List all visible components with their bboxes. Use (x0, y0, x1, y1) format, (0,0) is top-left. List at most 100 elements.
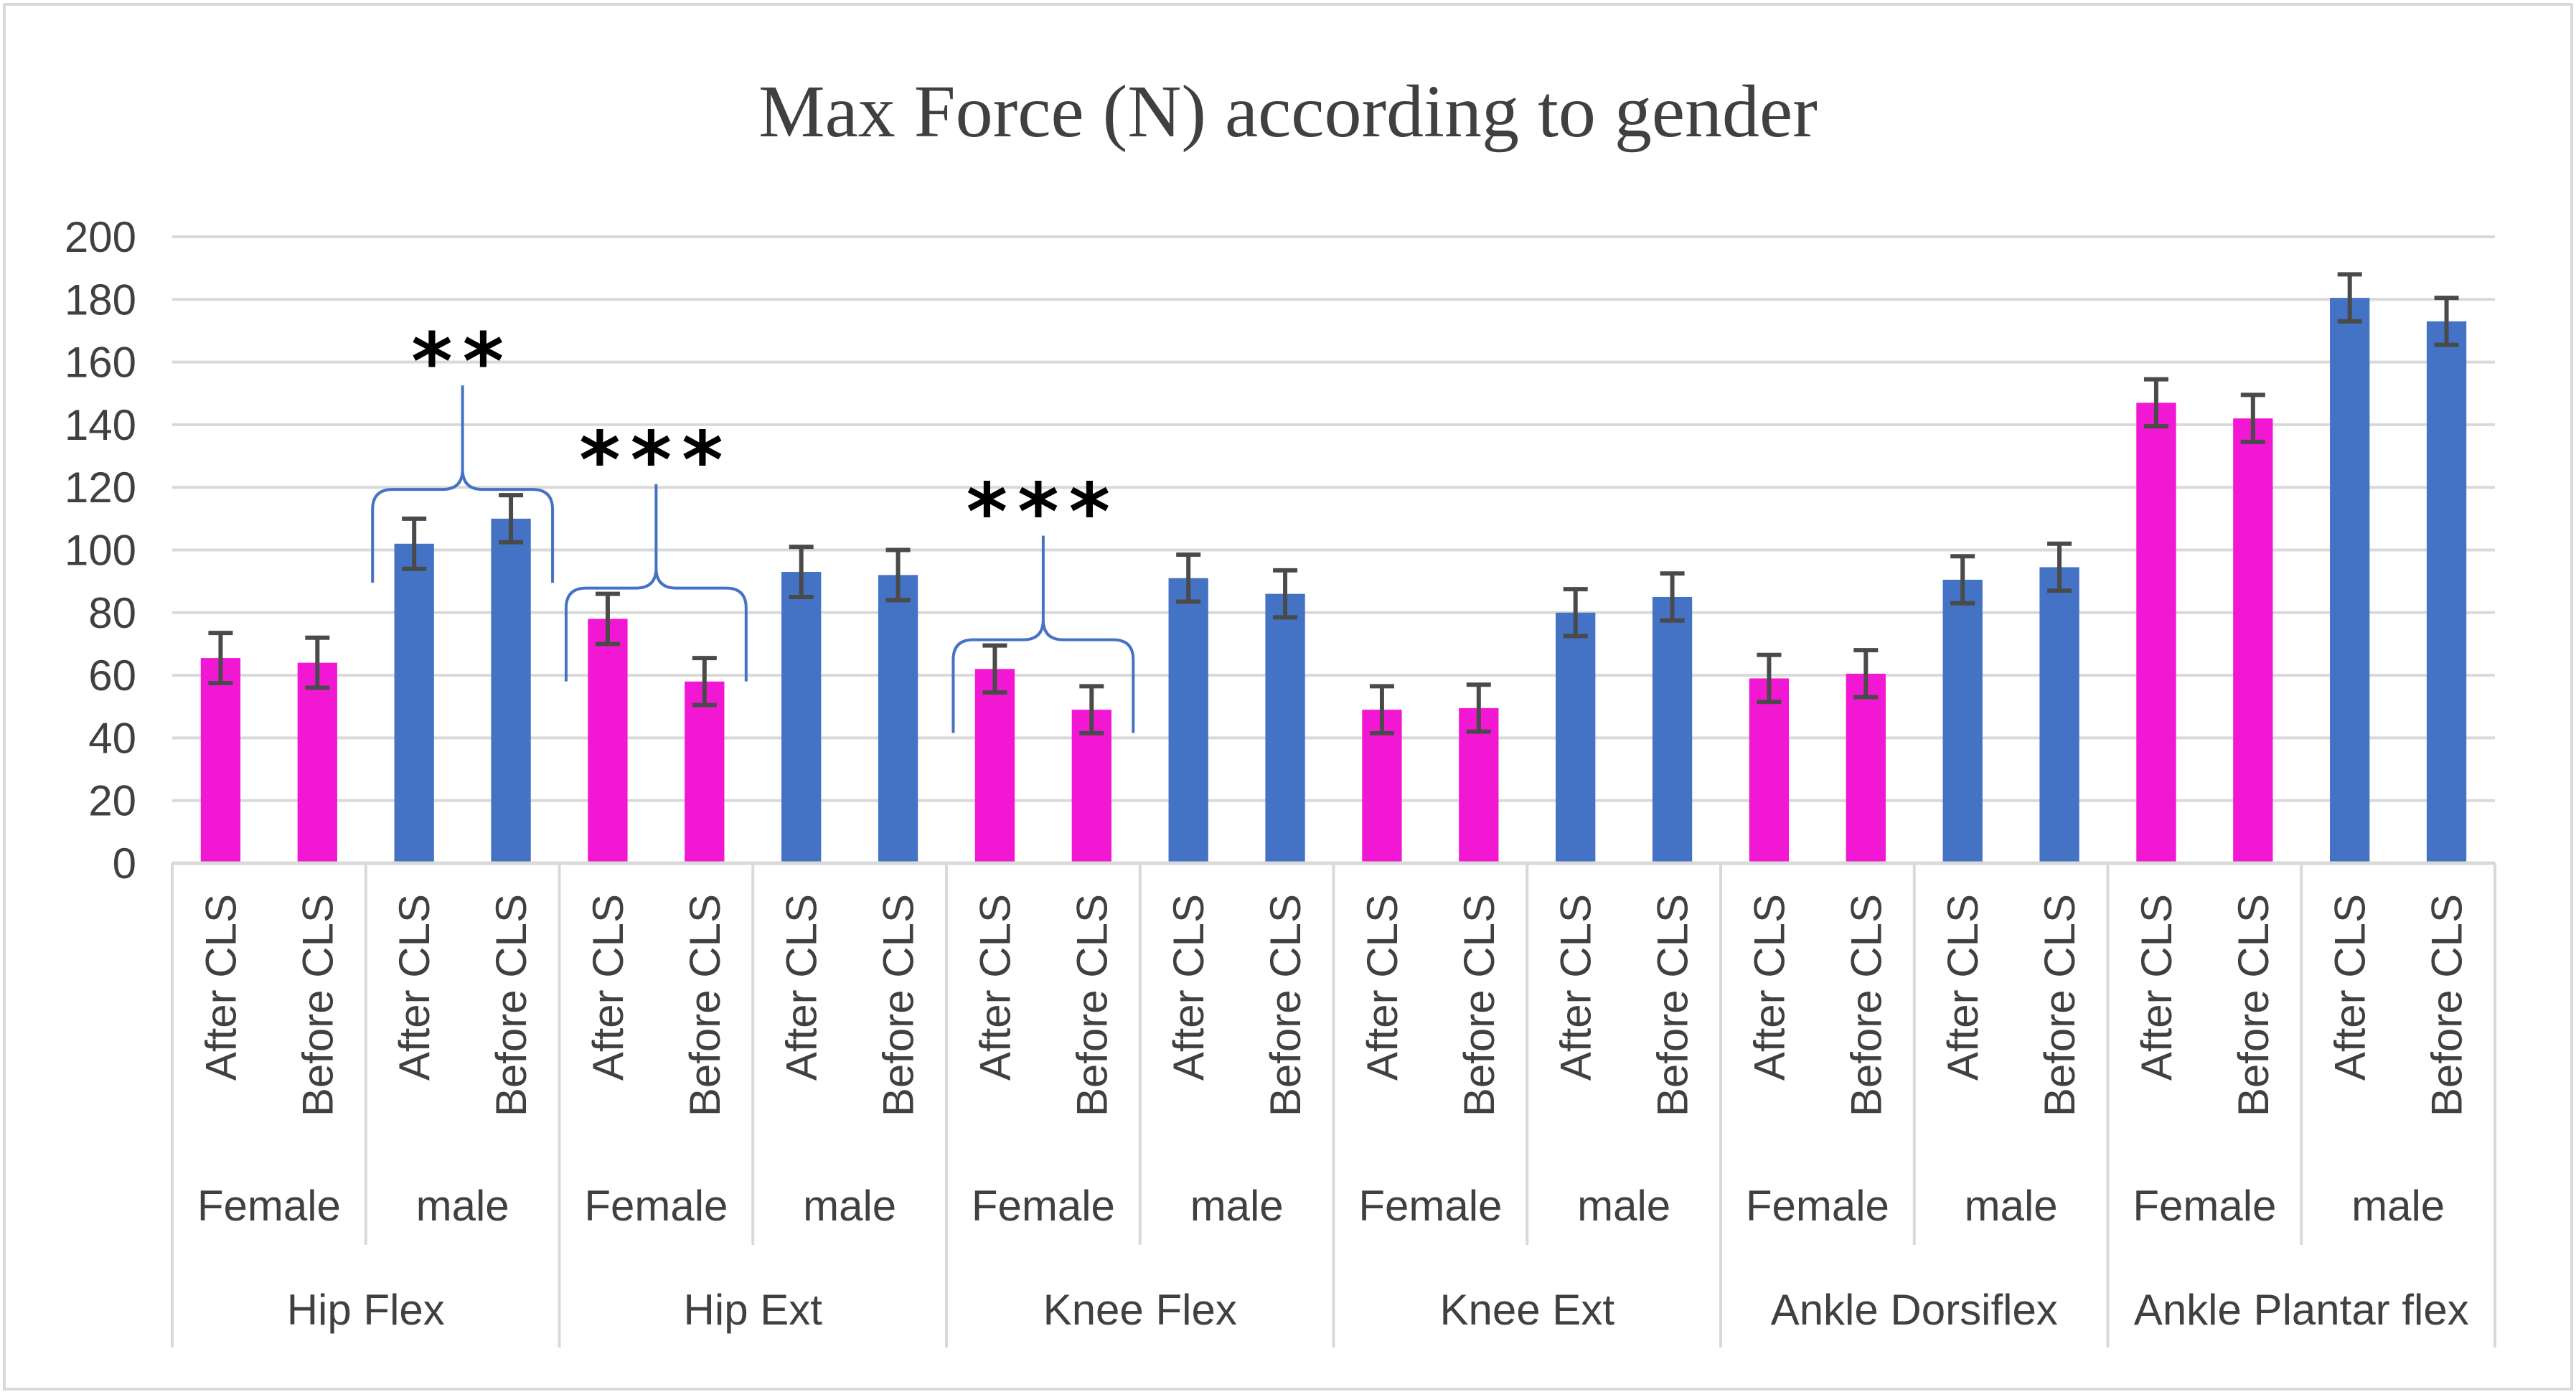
x-tick-label: Before CLS (1068, 894, 1116, 1116)
y-tick-label: 60 (88, 652, 136, 700)
x-tick-label: Before CLS (293, 894, 342, 1116)
gender-label: Female (2133, 1182, 2276, 1230)
bar-male (1556, 612, 1596, 863)
error-bar (1273, 568, 1298, 620)
gender-label: male (1190, 1182, 1284, 1230)
x-tick-label: Before CLS (1455, 894, 1503, 1116)
bar-male (2330, 298, 2370, 863)
significance-annotations: ******** (371, 316, 1135, 733)
x-tick-label: After CLS (197, 894, 245, 1081)
gender-label: male (803, 1182, 896, 1230)
x-tick-label: After CLS (971, 894, 1019, 1081)
x-tick-label: After CLS (1165, 894, 1213, 1081)
y-tick-label: 200 (65, 213, 136, 261)
bars (200, 298, 2467, 864)
error-bar (982, 643, 1007, 695)
error-bar (692, 656, 717, 707)
x-tick-label: Before CLS (875, 894, 923, 1116)
error-bar (305, 635, 330, 690)
error-bar (1079, 684, 1104, 735)
significance-label: ** (411, 316, 514, 408)
error-bar (1950, 554, 1975, 606)
x-tick-label: Before CLS (2423, 894, 2471, 1116)
error-bar (2047, 541, 2072, 593)
group-label: Ankle Plantar flex (2134, 1286, 2469, 1334)
error-bar (1757, 652, 1782, 705)
gender-label: male (1577, 1182, 1670, 1230)
y-tick-label: 40 (88, 714, 136, 762)
chart-title: Max Force (N) according to gender (758, 70, 1818, 153)
bar-female (2233, 418, 2273, 863)
bar-male (491, 518, 531, 863)
x-tick-label: Before CLS (1649, 894, 1697, 1116)
error-bar (595, 591, 620, 646)
error-bars (208, 272, 2459, 735)
bar-female (1749, 678, 1790, 863)
group-label: Knee Ext (1440, 1286, 1615, 1334)
error-bar (402, 516, 427, 571)
bar-male (878, 575, 918, 863)
x-tick-label: Before CLS (681, 894, 729, 1116)
error-bar (2143, 377, 2168, 429)
gender-label: Female (1358, 1182, 1502, 1230)
significance-bracket (951, 535, 1135, 733)
y-tick-label: 160 (65, 339, 136, 387)
bar-female (1459, 707, 1499, 863)
group-label: Knee Flex (1043, 1286, 1237, 1334)
significance-label: *** (967, 466, 1121, 558)
gender-label: Female (972, 1182, 1115, 1230)
bar-female (588, 618, 628, 863)
x-tick-label: Before CLS (1261, 894, 1310, 1116)
gender-label: Female (197, 1182, 341, 1230)
x-tick-label: After CLS (1358, 894, 1406, 1081)
x-tick-label: Before CLS (1842, 894, 1890, 1116)
y-axis-ticks: 0 20 40 60 80 100 120 140 160 180 200 (65, 213, 136, 888)
y-tick-label: 120 (65, 464, 136, 512)
error-bar (208, 631, 233, 686)
x-tick-label: After CLS (2326, 894, 2374, 1081)
bar-female (685, 681, 725, 863)
x-tick-label: After CLS (1745, 894, 1793, 1081)
x-tick-label: Before CLS (487, 894, 535, 1116)
gender-label: male (1965, 1182, 2058, 1230)
error-bar (2337, 272, 2362, 324)
error-bar (1563, 587, 1588, 639)
bar-male (1168, 578, 1208, 863)
gender-label: male (2351, 1182, 2445, 1230)
gender-label: Female (1746, 1182, 1889, 1230)
group-label: Ankle Dorsiflex (1771, 1286, 2058, 1334)
x-tick-label: Before CLS (2036, 894, 2084, 1116)
bar-male (1265, 593, 1305, 863)
error-bar (1369, 684, 1394, 735)
error-bar (1466, 682, 1491, 734)
category-axis: After CLS Before CLS After CLS Before CLS Af… (171, 861, 2496, 1347)
error-bar (1853, 648, 1879, 700)
error-bar (499, 493, 524, 545)
y-tick-label: 180 (65, 276, 136, 324)
y-tick-label: 20 (88, 777, 136, 825)
y-tick-label: 0 (113, 839, 136, 888)
y-tick-label: 100 (65, 527, 136, 575)
gender-label: Female (584, 1182, 728, 1230)
error-bar (1176, 552, 1201, 604)
x-tick-label: Before CLS (2229, 894, 2277, 1116)
gender-label: male (416, 1182, 509, 1230)
y-tick-label: 80 (88, 589, 136, 637)
bar-female (974, 669, 1015, 863)
x-tick-label: After CLS (1552, 894, 1600, 1081)
error-bar (789, 545, 814, 599)
bar-male (394, 543, 434, 863)
bar-male (2426, 321, 2467, 864)
bar-male (781, 572, 822, 863)
group-label: Hip Ext (684, 1286, 823, 1334)
error-bar (885, 547, 911, 603)
bar-female (200, 658, 241, 863)
bar-male (1942, 579, 1983, 863)
error-bar (2434, 296, 2459, 347)
group-label: Hip Flex (287, 1286, 445, 1334)
bar-female (1846, 673, 1886, 863)
error-bar (1660, 571, 1685, 623)
bar-female (2136, 403, 2176, 863)
bar-male (2039, 567, 2079, 863)
